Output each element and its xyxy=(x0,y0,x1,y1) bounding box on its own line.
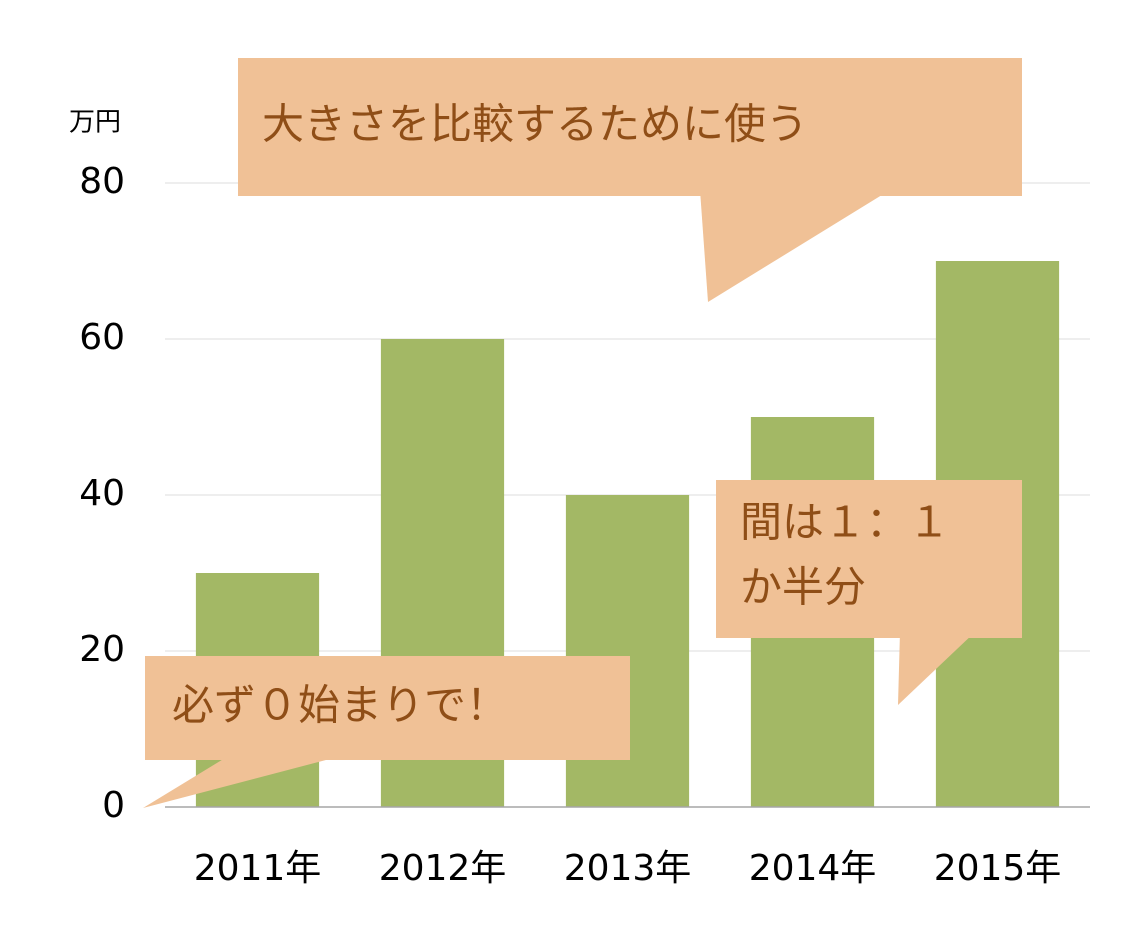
callout-text: 間は１：１ xyxy=(740,498,950,547)
callout-tail xyxy=(143,755,345,808)
y-tick-label: 20 xyxy=(79,629,125,670)
callout-text: 大きさを比較するために使う xyxy=(262,100,808,149)
x-tick-label: 2011年 xyxy=(194,848,322,889)
callout-tail xyxy=(898,632,975,705)
callout-text: 必ず０始まりで！ xyxy=(172,681,508,730)
callout-box xyxy=(716,480,1022,638)
callout-text: か半分 xyxy=(740,563,866,612)
x-tick-label: 2013年 xyxy=(564,848,692,889)
x-tick-label: 2015年 xyxy=(934,848,1062,889)
y-tick-label: 40 xyxy=(79,473,125,514)
x-tick-label: 2014年 xyxy=(749,848,877,889)
y-tick-label: 0 xyxy=(102,785,125,826)
y-tick-label: 60 xyxy=(79,317,125,358)
y-unit: 万円 xyxy=(69,108,121,138)
callout-tail xyxy=(700,190,890,302)
bar xyxy=(565,495,690,807)
x-tick-label: 2012年 xyxy=(379,848,507,889)
callout-box xyxy=(238,58,1022,196)
callout: 間は１：１ か半分 xyxy=(716,480,1022,705)
callout: 大きさを比較するために使う xyxy=(238,58,1022,302)
y-tick-label: 80 xyxy=(79,161,125,202)
callout-box xyxy=(145,656,630,760)
callout: 必ず０始まりで！ xyxy=(143,656,630,808)
